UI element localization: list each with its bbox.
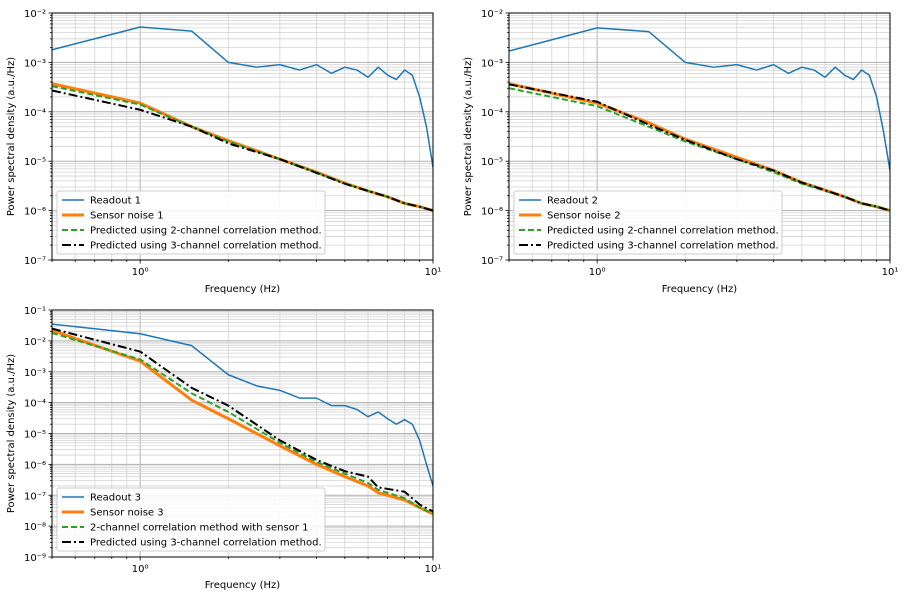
y-tick-label: 10⁻⁶ [24,460,46,471]
x-tick-label: 10⁰ [132,564,149,575]
x-axis-label: Frequency (Hz) [205,284,281,295]
subplot-2: 10⁰ 10¹ 10⁻⁷ 10⁻⁶ 10⁻⁵ 10⁻⁴ 10⁻³ 10⁻² Frequency … [463,9,898,295]
legend-entry-label: Readout 2 [547,196,598,207]
series-line-1 [52,26,433,168]
y-tick-label: 10⁻¹ [24,306,46,317]
x-tick-label: 10¹ [882,267,899,278]
y-tick-label: 10⁻⁵ [24,430,46,441]
legend: Readout 1 Sensor noise 1 Predicted using 2… [56,190,326,255]
x-tick-label: 10⁰ [589,267,606,278]
x-tick-label: 10¹ [425,564,442,575]
y-tick-label: 10⁻⁷ [481,256,503,267]
y-tick-label: 10⁻³ [481,58,503,69]
y-tick-label: 10⁻⁶ [24,207,46,218]
legend-entry-label: Sensor noise 1 [90,211,164,222]
x-tick-label: 10¹ [425,267,442,278]
y-tick-label: 10⁻⁷ [24,491,46,502]
series-line-4 [52,327,433,513]
series-line-2 [52,328,433,516]
x-axis-label: Frequency (Hz) [662,284,738,295]
legend-entry-label: Readout 3 [90,493,141,504]
series-line-3 [52,332,433,515]
legend-box [56,190,326,255]
legend-entry-label: 2-channel correlation method with sensor… [90,523,308,534]
y-tick-label: 10⁻⁵ [481,157,503,168]
legend-entry-label: Sensor noise 3 [90,508,164,519]
legend-entry-label: Predicted using 3-channel correlation me… [90,538,322,549]
y-tick-label: 10⁻⁴ [24,108,46,119]
y-tick-label: 10⁻⁵ [24,157,46,168]
series-group [509,27,890,213]
subplot-3: 10⁰ 10¹ 10⁻⁹ 10⁻⁸ 10⁻⁷ 10⁻⁶ 10⁻⁵ 10⁻⁴ 10⁻³ 10⁻² 10… [6,306,441,591]
y-tick-label: 10⁻³ [24,368,46,379]
series-line-4 [52,89,433,212]
y-tick-label: 10⁻⁶ [481,207,503,218]
legend-box [513,190,783,255]
legend-entry-label: Sensor noise 2 [547,211,621,222]
y-axis-label: Power spectral density (a.u./Hz) [6,57,17,216]
y-tick-label: 10⁻² [24,337,46,348]
series-line-3 [52,85,433,212]
legend-entry-label: Readout 1 [90,196,141,207]
legend-entry-label: Predicted using 2-channel correlation me… [90,226,322,237]
y-tick-label: 10⁻⁹ [24,553,46,564]
legend-box [56,487,326,552]
y-tick-label: 10⁻⁴ [481,108,503,119]
series-line-1 [509,27,890,171]
y-tick-label: 10⁻² [24,9,46,20]
legend: Readout 2 Sensor noise 2 Predicted using 2… [513,190,783,255]
subplot-1: 10⁰ 10¹ 10⁻⁷ 10⁻⁶ 10⁻⁵ 10⁻⁴ 10⁻³ 10⁻² Frequency … [6,9,441,295]
y-tick-label: 10⁻² [481,9,503,20]
series-line-4 [509,83,890,212]
y-tick-label: 10⁻⁷ [24,256,46,267]
legend-entry-label: Predicted using 3-channel correlation me… [90,241,322,252]
series-group [52,323,433,516]
y-tick-label: 10⁻⁴ [24,399,46,410]
x-tick-label: 10⁰ [132,267,149,278]
legend-entry-label: Predicted using 3-channel correlation me… [547,241,779,252]
legend: Readout 3 Sensor noise 3 2-channel correla… [56,487,326,552]
y-tick-label: 10⁻³ [24,58,46,69]
axes-frame [508,12,891,261]
series-group [52,26,433,213]
axes-frame [51,12,434,261]
x-axis-label: Frequency (Hz) [205,580,281,591]
y-axis-label: Power spectral density (a.u./Hz) [463,57,474,216]
legend-entry-label: Predicted using 2-channel correlation me… [547,226,779,237]
y-tick-label: 10⁻⁸ [24,522,46,533]
y-axis-label: Power spectral density (a.u./Hz) [6,354,17,513]
series-line-1 [52,323,433,487]
